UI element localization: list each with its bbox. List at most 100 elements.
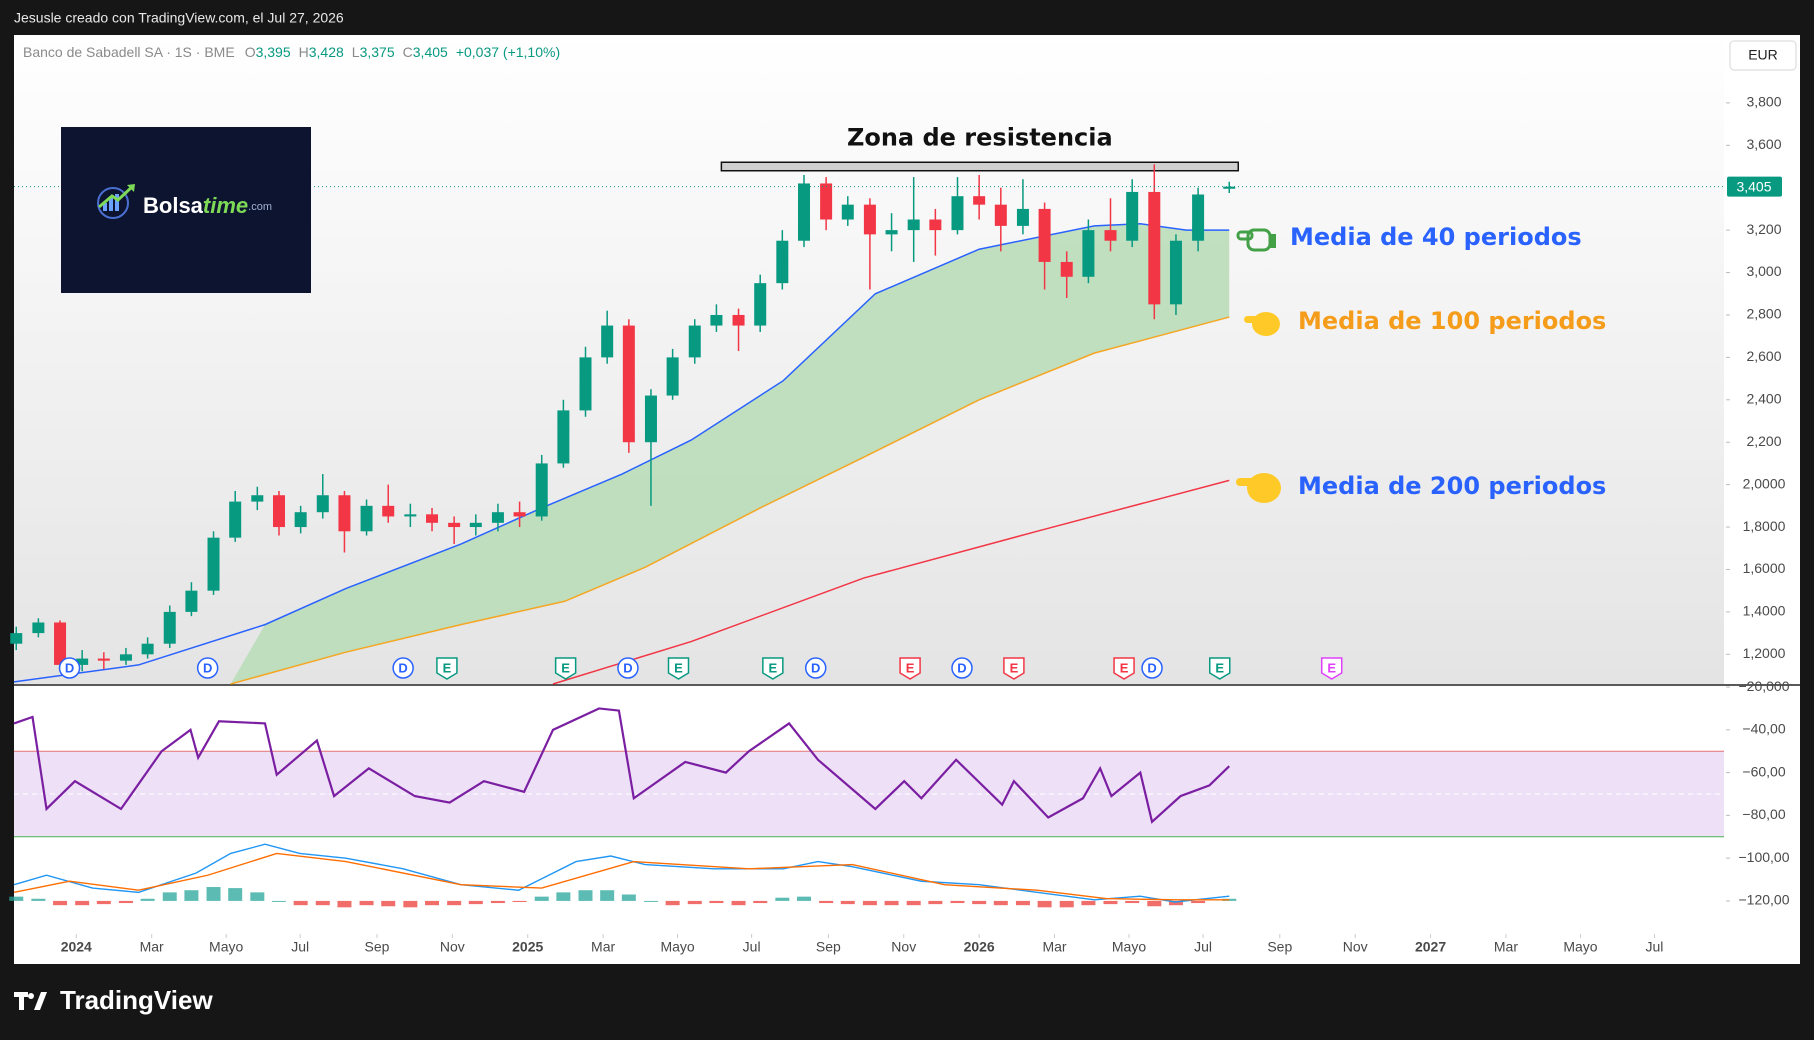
x-tick-label: Mayo	[1112, 939, 1146, 955]
y-tick-label: 2,400	[1746, 391, 1781, 407]
histogram-bar	[425, 900, 440, 906]
tv-mark	[19, 992, 24, 1010]
histogram-bar	[1191, 900, 1206, 904]
histogram-bar	[1015, 900, 1030, 906]
y-tick-label: 2,0000	[1743, 475, 1786, 491]
candle-body	[732, 314, 745, 326]
histogram-bar	[140, 898, 155, 901]
event-label: E	[561, 660, 570, 675]
candle-body	[1169, 240, 1182, 305]
x-tick-label: 2027	[1415, 939, 1446, 955]
candle-body	[513, 512, 526, 517]
last-price-box	[1727, 176, 1782, 197]
candle-body	[1192, 194, 1205, 241]
tv-mark	[34, 992, 47, 1010]
x-tick-label: 2025	[512, 939, 543, 955]
event-label: D	[203, 660, 212, 675]
event-label: E	[1215, 660, 1224, 675]
logo-brand: Bolsa	[143, 193, 204, 218]
histogram-bar	[206, 887, 221, 901]
candle-body	[1016, 208, 1029, 226]
signal-line	[13, 852, 1230, 901]
currency-button[interactable]	[1729, 40, 1797, 71]
candle-body	[1126, 191, 1139, 241]
lower-y-tick-label: −80,00	[1742, 806, 1785, 822]
plot-layer: 3,800 3,600 3,200 3,000 2,800 2,600 2,400 2,200…	[9, 94, 1790, 955]
lower-y-tick-label: −60,00	[1742, 763, 1785, 779]
candle-body	[557, 410, 570, 464]
candle-body	[251, 495, 264, 502]
symbol-header: Banco de Sabadell SA · 1S · BME O3,395 H3,…	[23, 44, 560, 60]
lower-y-tick-label: −100,00	[1739, 849, 1790, 865]
histogram-bar	[1103, 900, 1118, 905]
moving-average-line	[13, 223, 1230, 683]
lower-y-tick-label: −20,000	[1739, 678, 1790, 694]
histogram-bar	[1168, 900, 1183, 906]
histogram-bar	[993, 900, 1008, 906]
candle-body	[1082, 230, 1095, 277]
event-badge	[58, 657, 81, 679]
event-label: D	[957, 660, 966, 675]
histogram-bar	[381, 900, 396, 907]
x-tick-label: Nov	[891, 939, 916, 955]
histogram-bar	[162, 892, 177, 901]
histogram-bar	[950, 900, 965, 904]
histogram-bar	[447, 900, 462, 906]
candle-body	[863, 204, 876, 235]
histogram-bar	[512, 900, 527, 902]
candle-body	[666, 357, 679, 396]
event-label: E	[769, 660, 778, 675]
hand-green	[1236, 228, 1276, 252]
lower-y-tick-label: −40,00	[1742, 721, 1785, 737]
logo-box	[61, 127, 311, 293]
currency[interactable]: EUR	[1748, 47, 1778, 63]
event-label: E	[1120, 660, 1129, 675]
histogram-bar	[687, 900, 702, 905]
x-tick-label: Mayo	[660, 939, 694, 955]
histogram-bar	[490, 900, 505, 904]
candle-body	[885, 230, 898, 235]
logo-arrowhead	[127, 184, 135, 192]
y-tick-label: 1,4000	[1743, 603, 1786, 619]
event-badge	[392, 657, 414, 679]
moving-average-line	[230, 316, 1230, 685]
event-badge	[1113, 657, 1135, 680]
candle-body	[1104, 230, 1117, 241]
last-price-label: 3,405	[1736, 178, 1771, 194]
histogram-bar	[75, 900, 90, 906]
macd-line	[13, 843, 1230, 903]
event-badge	[667, 657, 690, 680]
ohlc-key: H	[299, 44, 309, 60]
event-badge	[554, 657, 577, 680]
logo-icon	[97, 184, 135, 219]
candle-body	[76, 658, 89, 665]
x-tick-label: Jul	[291, 939, 309, 955]
resistance-zone	[720, 161, 1240, 172]
candle-body	[448, 522, 461, 528]
histogram-bar	[665, 900, 680, 906]
histogram-bar	[840, 900, 855, 905]
ma-band-fill	[230, 223, 1230, 684]
symbol: Banco de Sabadell SA · 1S · BME	[23, 44, 235, 60]
logo-arrow	[98, 184, 135, 209]
x-tick-label: Nov	[1343, 939, 1368, 955]
candle-body	[32, 622, 45, 634]
histogram-bar	[31, 898, 46, 901]
hand-cuff	[1270, 234, 1276, 248]
event-badge	[762, 657, 784, 680]
candle-body	[360, 505, 373, 532]
event-label: D	[65, 660, 74, 675]
histogram-bar	[228, 888, 243, 901]
candle-body	[776, 240, 789, 284]
x-tick-label: 2026	[964, 939, 995, 955]
candle-body	[994, 204, 1007, 226]
candle-body	[1038, 208, 1051, 262]
hand-finger	[1236, 478, 1264, 486]
histogram-bar	[315, 900, 330, 906]
histogram-bar	[819, 900, 834, 904]
event-badge	[1320, 657, 1343, 680]
candle-body	[207, 537, 220, 591]
